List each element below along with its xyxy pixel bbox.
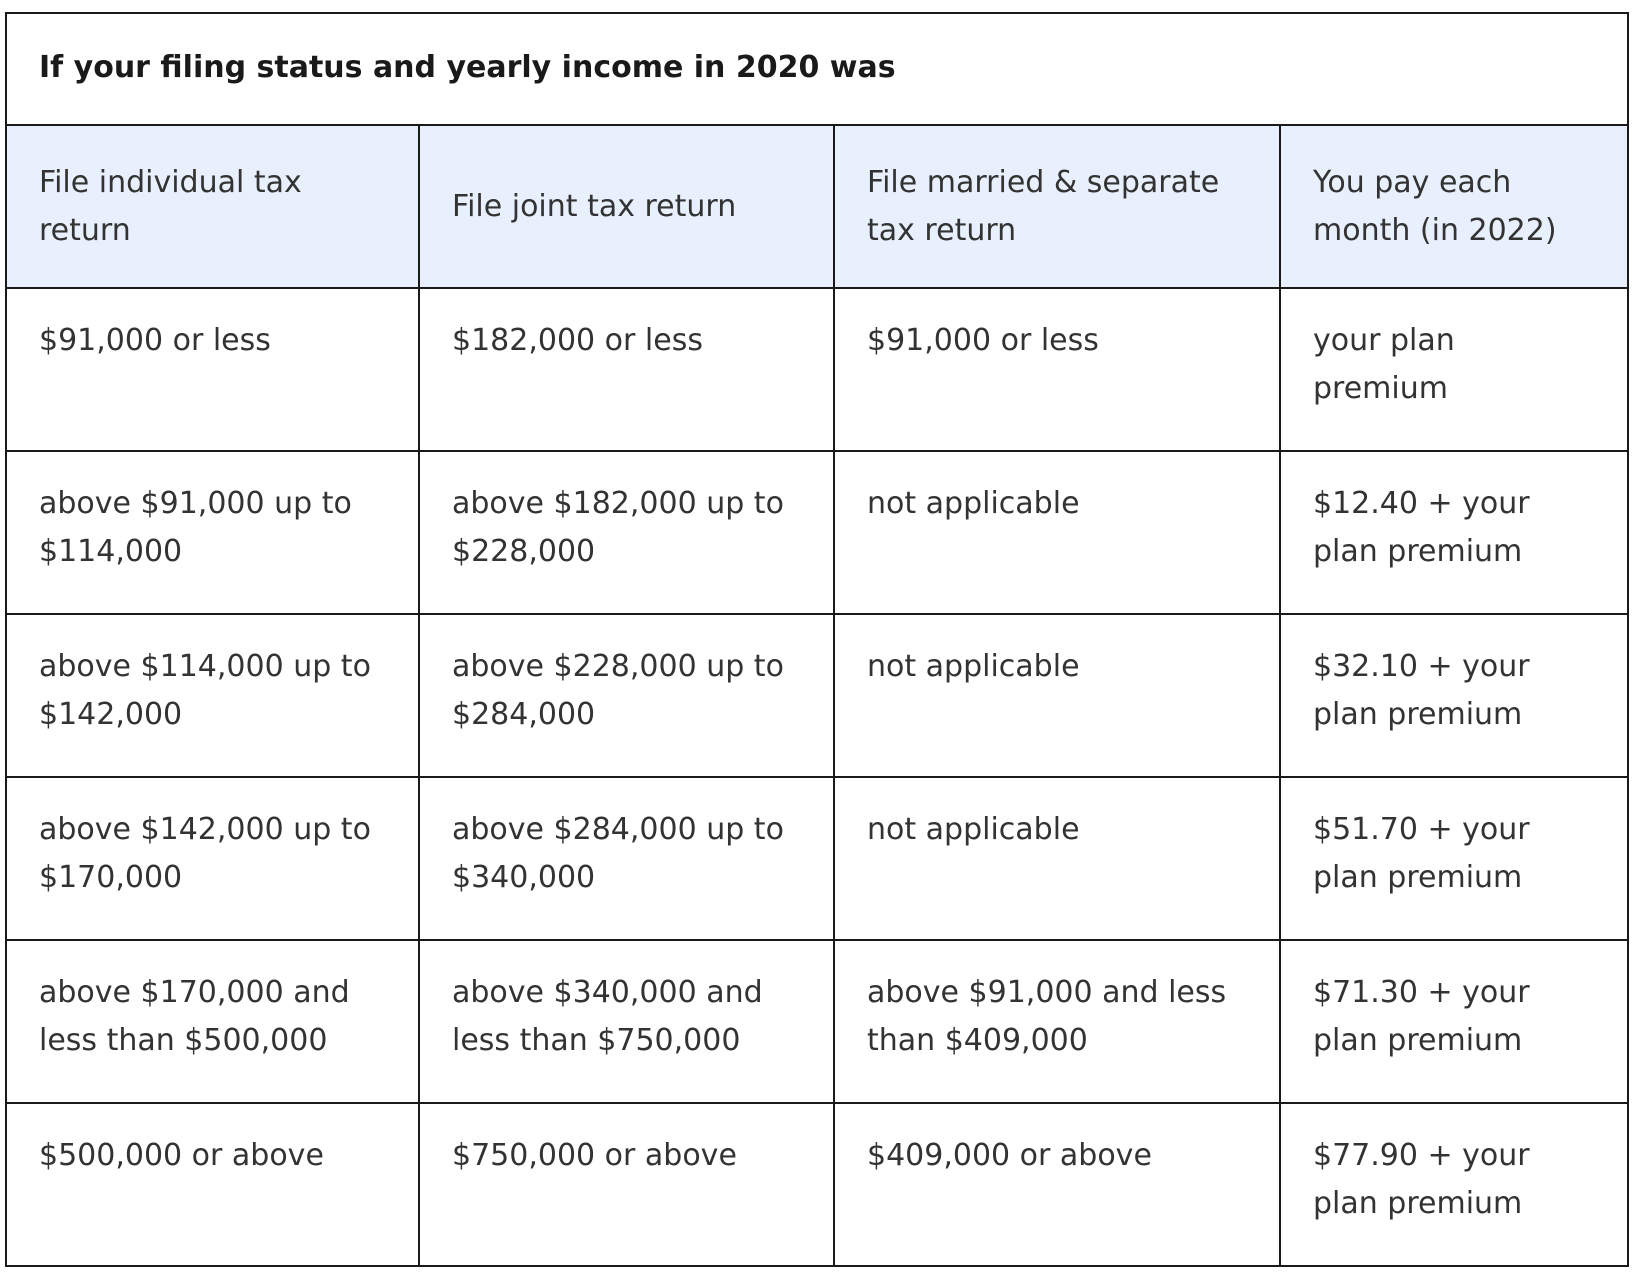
cell-joint: above $340,000 and less than $750,000 (418, 939, 835, 1104)
table-caption: If your filing status and yearly income … (5, 12, 1629, 126)
cell-monthly-payment: $12.40 + your plan premium (1279, 450, 1629, 615)
cell-monthly-payment: $32.10 + your plan premium (1279, 613, 1629, 778)
cell-married-separate: above $91,000 and less than $409,000 (833, 939, 1281, 1104)
cell-joint: above $284,000 up to $340,000 (418, 776, 835, 941)
cell-joint: $182,000 or less (418, 287, 835, 452)
header-individual: File individual tax return (5, 124, 420, 289)
cell-individual: above $142,000 up to $170,000 (5, 776, 420, 941)
cell-individual: above $114,000 up to $142,000 (5, 613, 420, 778)
cell-joint: above $182,000 up to $228,000 (418, 450, 835, 615)
header-monthly-payment: You pay each month (in 2022) (1279, 124, 1629, 289)
cell-married-separate: $91,000 or less (833, 287, 1281, 452)
cell-individual: above $91,000 up to $114,000 (5, 450, 420, 615)
cell-monthly-payment: your plan premium (1279, 287, 1629, 452)
table-caption-row: If your filing status and yearly income … (5, 12, 1629, 126)
header-joint: File joint tax return (418, 124, 835, 289)
cell-monthly-payment: $71.30 + your plan premium (1279, 939, 1629, 1104)
cell-individual: $500,000 or above (5, 1102, 420, 1267)
cell-joint: above $228,000 up to $284,000 (418, 613, 835, 778)
table-row: above $170,000 and less than $500,000 ab… (5, 939, 1629, 1104)
table-row: $91,000 or less $182,000 or less $91,000… (5, 287, 1629, 452)
table-row: $500,000 or above $750,000 or above $409… (5, 1102, 1629, 1267)
header-married-separate: File married & separate tax return (833, 124, 1281, 289)
table-row: above $91,000 up to $114,000 above $182,… (5, 450, 1629, 615)
cell-individual: above $170,000 and less than $500,000 (5, 939, 420, 1104)
cell-joint: $750,000 or above (418, 1102, 835, 1267)
premium-table-container: If your filing status and yearly income … (5, 12, 1629, 1267)
table-row: above $142,000 up to $170,000 above $284… (5, 776, 1629, 941)
cell-individual: $91,000 or less (5, 287, 420, 452)
cell-monthly-payment: $77.90 + your plan premium (1279, 1102, 1629, 1267)
cell-married-separate: not applicable (833, 613, 1281, 778)
table-row: above $114,000 up to $142,000 above $228… (5, 613, 1629, 778)
cell-married-separate: not applicable (833, 450, 1281, 615)
premium-table: If your filing status and yearly income … (5, 12, 1629, 1267)
cell-monthly-payment: $51.70 + your plan premium (1279, 776, 1629, 941)
cell-married-separate: not applicable (833, 776, 1281, 941)
table-header-row: File individual tax return File joint ta… (5, 124, 1629, 289)
cell-married-separate: $409,000 or above (833, 1102, 1281, 1267)
